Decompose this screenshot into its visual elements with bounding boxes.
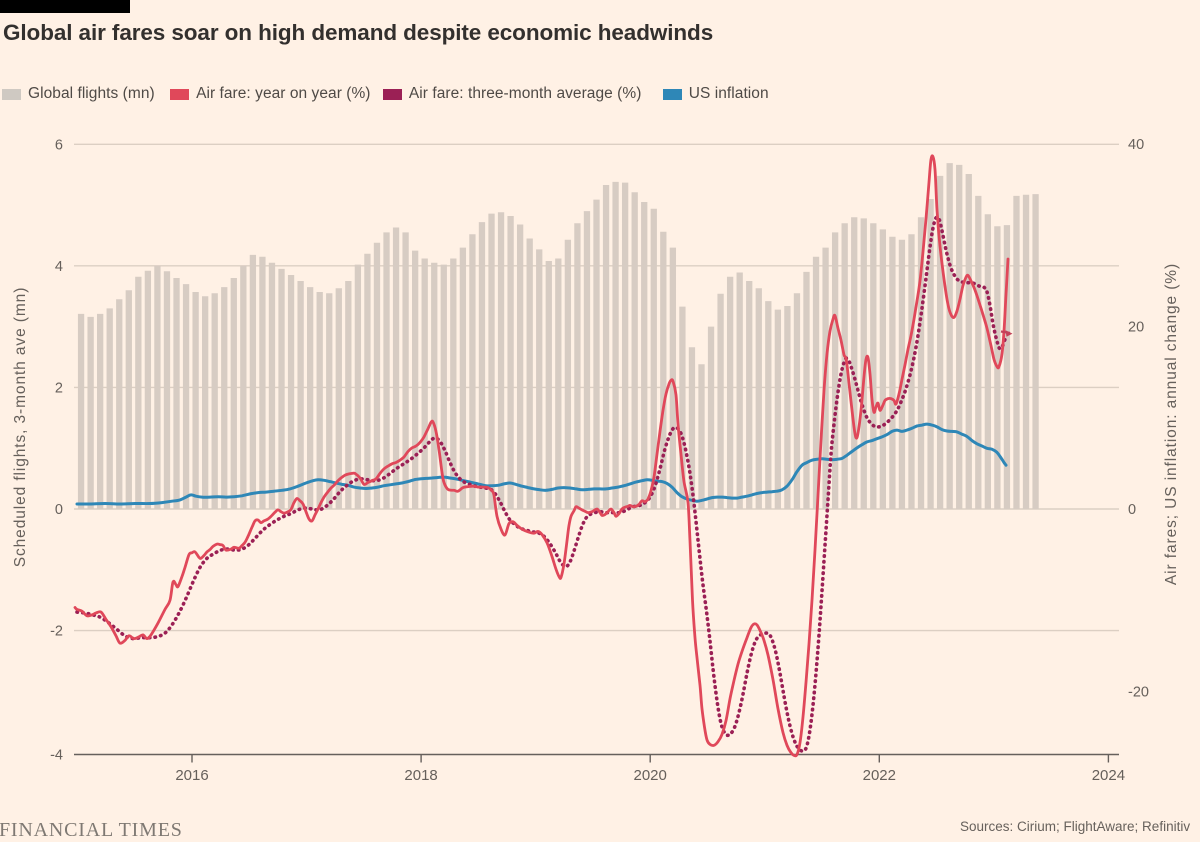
svg-text:2024: 2024: [1092, 767, 1125, 784]
svg-text:2: 2: [55, 380, 63, 396]
svg-text:2016: 2016: [175, 767, 208, 784]
svg-text:4: 4: [55, 259, 63, 275]
svg-text:0: 0: [1128, 502, 1136, 518]
svg-text:-4: -4: [50, 748, 63, 764]
svg-text:6: 6: [55, 137, 63, 153]
svg-text:2022: 2022: [863, 767, 896, 784]
svg-text:Air fares; US inflation: annua: Air fares; US inflation: annual change (…: [1163, 263, 1180, 585]
svg-text:Scheduled flights, 3-month ave: Scheduled flights, 3-month ave (mn): [12, 287, 29, 567]
svg-text:-20: -20: [1128, 685, 1149, 701]
svg-text:20: 20: [1128, 320, 1144, 336]
svg-text:-2: -2: [50, 624, 63, 640]
svg-text:2018: 2018: [404, 767, 437, 784]
svg-text:40: 40: [1128, 137, 1144, 153]
svg-text:0: 0: [55, 502, 63, 518]
svg-text:2020: 2020: [634, 767, 667, 784]
